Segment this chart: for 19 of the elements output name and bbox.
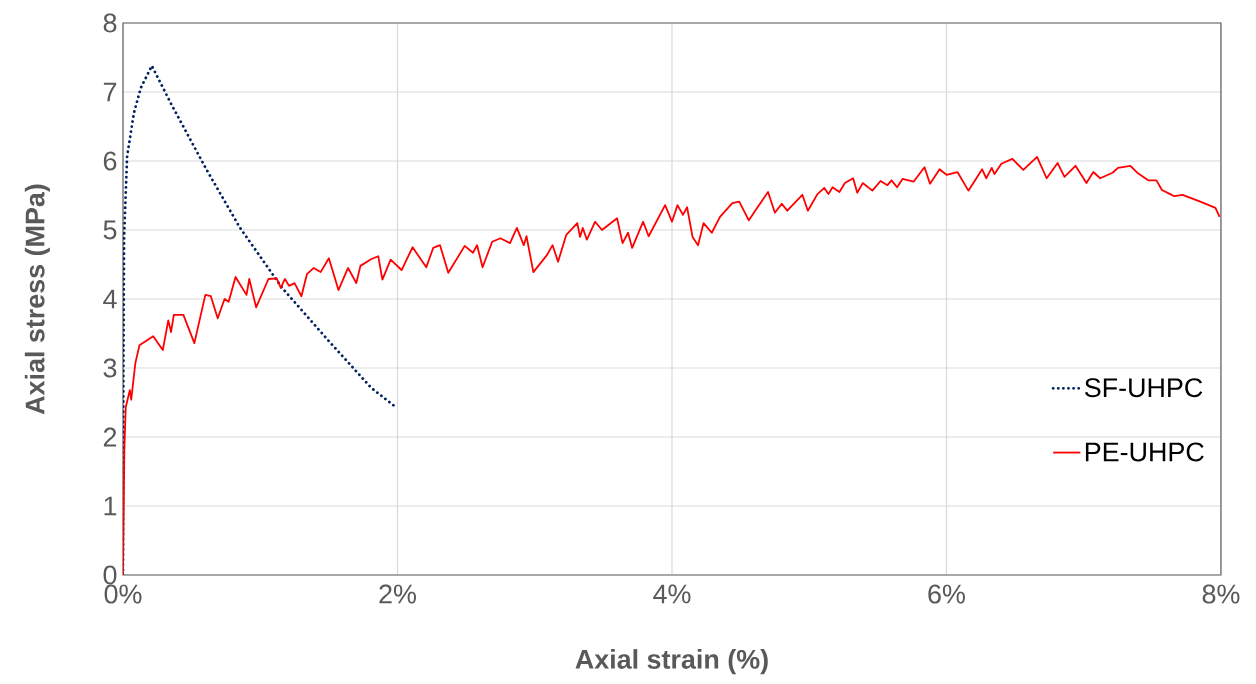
- y-tick-label: 5: [103, 220, 117, 240]
- x-tick-label: 4%: [653, 584, 691, 604]
- x-tick-label: 6%: [928, 584, 965, 604]
- legend-label: PE-UHPC: [1085, 442, 1204, 462]
- y-tick-label: 0: [103, 565, 117, 585]
- y-tick-label: 4: [103, 289, 117, 309]
- line-series: [123, 155, 1221, 575]
- x-axis-title: Axial strain (%): [575, 649, 768, 675]
- y-tick-label: 2: [103, 427, 117, 447]
- y-axis-title: Axial stress (MPa): [24, 184, 50, 415]
- x-tick-label: 0%: [104, 584, 142, 604]
- x-tick-label: 8%: [1202, 584, 1240, 604]
- x-tick-label: 2%: [379, 584, 416, 604]
- legend-label: SF-UHPC: [1084, 378, 1203, 398]
- y-tick-label: 8: [103, 13, 117, 33]
- y-tick-label: 7: [103, 82, 117, 102]
- y-tick-label: 1: [104, 496, 117, 516]
- y-tick-label: 6: [103, 151, 117, 171]
- y-tick-label: 3: [103, 358, 117, 378]
